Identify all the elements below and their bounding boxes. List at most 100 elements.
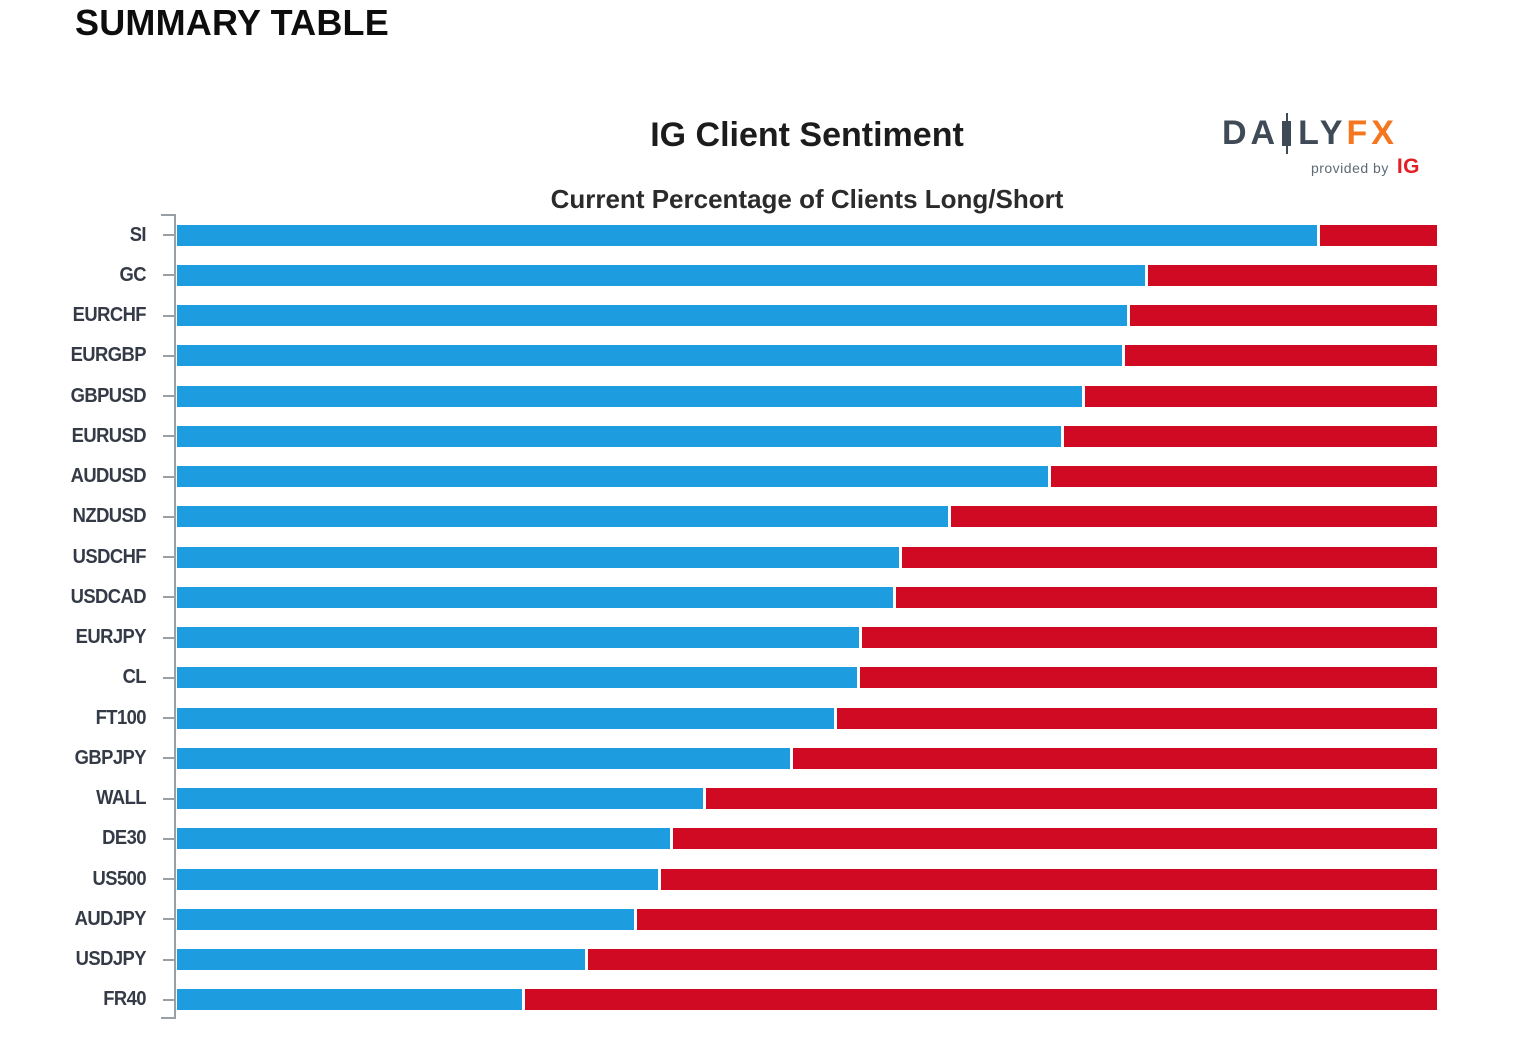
axis-tick [163, 274, 176, 277]
bar-track [177, 305, 1437, 327]
bar-track [177, 908, 1437, 930]
short-bar-segment [1148, 264, 1437, 286]
axis-tick [163, 395, 176, 398]
dailyfx-wordmark: DA LY FX [1222, 112, 1422, 154]
long-bar-segment [177, 546, 902, 568]
category-label: EURJPY [75, 626, 147, 649]
axis-tick [163, 878, 176, 881]
axis-tick [163, 636, 176, 639]
short-bar-segment [1129, 305, 1437, 327]
axis-tick [163, 596, 176, 599]
short-bar-segment [1124, 345, 1437, 367]
logo-subline: provided by IG [1222, 155, 1422, 179]
bar-track [177, 667, 1437, 689]
bar-track [177, 627, 1437, 649]
logo-text-fx: FX [1346, 114, 1398, 152]
long-bar-segment [177, 586, 897, 608]
ig-logo: IG [1396, 155, 1420, 178]
category-label: WALL [96, 787, 146, 810]
axis-tick [163, 958, 176, 961]
bar-row: USDCAD [0, 577, 1437, 617]
category-label: EURGBP [70, 344, 147, 367]
axis-tick [163, 998, 176, 1001]
bar-track [177, 707, 1437, 729]
category-label: AUDJPY [74, 907, 147, 930]
bar-row: WALL [0, 779, 1437, 819]
bar-track [177, 586, 1437, 608]
category-label: GBPJPY [74, 746, 147, 769]
short-bar-segment [636, 908, 1437, 930]
category-label: GC [119, 263, 146, 286]
bar-row: DE30 [0, 819, 1437, 859]
category-label: NZDUSD [72, 505, 147, 528]
short-bar-segment [706, 788, 1437, 810]
long-bar-segment [177, 345, 1125, 367]
category-label: AUDUSD [70, 465, 147, 488]
bar-row: AUDJPY [0, 899, 1437, 939]
short-bar-segment [673, 828, 1437, 850]
bar-row: EURUSD [0, 416, 1437, 456]
category-label: USDJPY [75, 948, 147, 971]
axis-tick [163, 515, 176, 518]
axis-tick [163, 757, 176, 760]
short-bar-segment [859, 667, 1437, 689]
logo-text-ly: LY [1298, 114, 1347, 152]
bar-row: US500 [0, 859, 1437, 899]
bar-track [177, 747, 1437, 769]
bar-row: GC [0, 255, 1437, 295]
category-label: CL [122, 666, 147, 689]
short-bar-segment [1051, 466, 1437, 488]
category-label: USDCHF [72, 545, 147, 568]
bar-row: USDCHF [0, 537, 1437, 577]
logo-text-da: DA [1222, 114, 1280, 152]
short-bar-segment [660, 868, 1437, 890]
long-bar-segment [177, 466, 1052, 488]
bar-row: GBPUSD [0, 376, 1437, 416]
category-label: GBPUSD [70, 384, 147, 407]
long-bar-segment [177, 264, 1149, 286]
short-bar-segment [587, 949, 1437, 971]
long-bar-segment [177, 828, 674, 850]
bar-track [177, 224, 1437, 246]
long-bar-segment [177, 949, 588, 971]
bar-row: CL [0, 658, 1437, 698]
long-bar-segment [177, 667, 860, 689]
long-bar-segment [177, 747, 794, 769]
provided-by-label: provided by [1310, 160, 1389, 176]
long-bar-segment [177, 989, 525, 1011]
long-bar-segment [177, 305, 1130, 327]
bar-track [177, 949, 1437, 971]
bar-track [177, 506, 1437, 528]
category-label: EURCHF [72, 304, 147, 327]
axis-tick [163, 475, 176, 478]
chart-subtitle: Current Percentage of Clients Long/Short [550, 184, 1064, 214]
short-bar-segment [862, 627, 1437, 649]
long-bar-segment [177, 788, 707, 810]
bar-row: EURJPY [0, 618, 1437, 658]
bar-track [177, 385, 1437, 407]
long-bar-segment [177, 385, 1086, 407]
category-label: FR40 [103, 988, 146, 1011]
axis-tick [163, 556, 176, 559]
axis-tick [163, 797, 176, 800]
long-bar-segment [177, 224, 1320, 246]
bar-row: EURGBP [0, 336, 1437, 376]
y-axis-line [161, 214, 176, 1019]
bar-track [177, 868, 1437, 890]
short-bar-segment [1064, 425, 1437, 447]
axis-tick [163, 918, 176, 921]
bar-track [177, 989, 1437, 1011]
bar-track [177, 546, 1437, 568]
long-bar-segment [177, 425, 1065, 447]
category-label: FT100 [95, 706, 147, 729]
bar-track [177, 788, 1437, 810]
bar-row: FR40 [0, 980, 1437, 1020]
bar-row: GBPJPY [0, 738, 1437, 778]
short-bar-segment [896, 586, 1437, 608]
axis-tick [163, 717, 176, 720]
axis-tick [163, 676, 176, 679]
long-bar-segment [177, 868, 661, 890]
long-bar-segment [177, 908, 637, 930]
bar-row: NZDUSD [0, 497, 1437, 537]
